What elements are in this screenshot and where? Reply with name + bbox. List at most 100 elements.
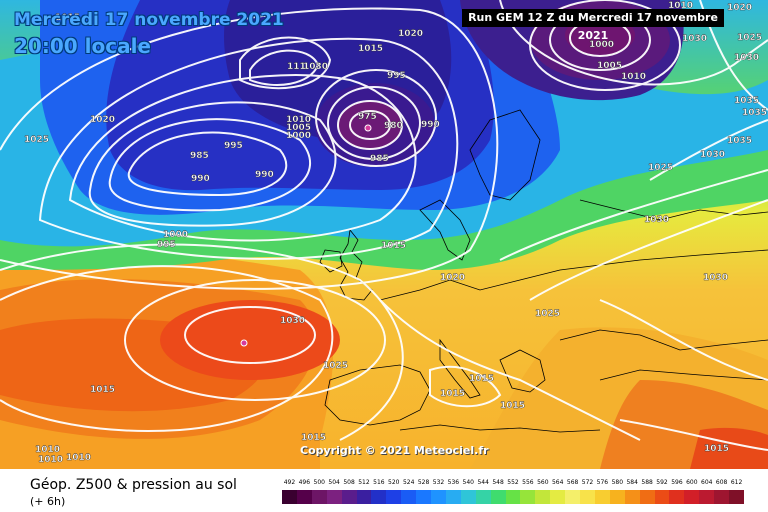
scale-tick-label: 524: [402, 479, 415, 486]
scale-swatch: [386, 490, 402, 504]
isobar-label: 990: [421, 120, 440, 130]
scale-swatch: [356, 490, 372, 504]
isobar-label: 1010: [621, 72, 646, 82]
isobar-label: 1015: [500, 401, 525, 411]
isobar-label: 1015: [90, 385, 115, 395]
scale-swatch: [326, 490, 343, 504]
isobar-label: 1005: [286, 123, 311, 133]
isobar-label: 1025: [24, 135, 49, 145]
scale-swatch: [565, 490, 581, 504]
scale-tick-label: 492: [283, 479, 296, 486]
scale-swatch: [520, 490, 536, 504]
scale-swatch: [609, 490, 626, 504]
isobar-label: 1010: [66, 453, 91, 463]
scale-swatch: [654, 490, 670, 504]
low-pressure-north-core: [338, 101, 402, 149]
scale-swatch: [594, 490, 611, 504]
isobar-label: 1030: [734, 53, 759, 63]
isobar-label: 111: [287, 62, 306, 72]
scale-swatch: [729, 490, 745, 504]
scale-swatch: [341, 490, 357, 504]
scale-tick-label: 608: [715, 479, 728, 486]
high-low-markers: [240, 124, 372, 347]
scale-tick-label: 548: [492, 479, 504, 486]
isobar-label: 1035: [742, 108, 767, 118]
isobar-label: 1015: [381, 241, 406, 251]
scale-tick-label: 576: [596, 479, 609, 486]
isobar-label: 1030: [303, 62, 328, 72]
scale-tick-label: 596: [671, 479, 683, 486]
scale-tick-label: 536: [447, 479, 460, 486]
high-pressure-center: [160, 300, 340, 380]
isobar-label: 995: [224, 141, 243, 151]
scale-tick-label: 512: [358, 479, 370, 486]
scale-swatch: [371, 490, 387, 504]
scale-swatch: [714, 490, 730, 504]
scale-swatch: [639, 490, 656, 504]
isobar-label: 1005: [597, 61, 622, 71]
scale-swatch: [550, 490, 566, 504]
isobar-label: 990: [191, 174, 210, 184]
scale-tick-label: 504: [328, 479, 340, 486]
isobar-label: 1000: [163, 230, 188, 240]
scale-swatch: [282, 490, 298, 504]
scale-swatch: [475, 490, 492, 504]
isobar-label: 1015: [55, 13, 80, 23]
isobar-label: 1030: [703, 273, 728, 283]
scale-swatch: [535, 490, 551, 504]
forecast-date: Mercredi 17 novembre 2021: [14, 10, 284, 30]
scale-tick-label: 520: [388, 479, 400, 486]
scale-swatch: [699, 490, 715, 504]
isobar-label: 1025: [648, 163, 673, 173]
scale-tick-label: 516: [373, 479, 385, 486]
isobar-label: 1030: [682, 34, 707, 44]
isobar-label: 1015: [301, 433, 326, 443]
scale-tick-label: 560: [537, 479, 549, 486]
model-run-banner: Run GEM 12 Z du Mercredi 17 novembre 202…: [462, 9, 724, 42]
isobar-label: 985: [190, 151, 209, 161]
isobar-label: 1035: [727, 136, 752, 146]
color-scale-bar: [282, 490, 745, 504]
copyright-text: Copyright © 2021 Meteociel.fr: [300, 444, 489, 457]
scale-swatch: [416, 490, 432, 504]
isobar-label: 1015: [704, 444, 729, 454]
scale-tick-label: 544: [477, 479, 489, 486]
scale-swatch: [296, 490, 313, 504]
scale-tick-label: 604: [701, 479, 713, 486]
scale-swatch: [460, 490, 477, 504]
scale-tick-label: 552: [507, 479, 519, 486]
isobar-label: 980: [384, 121, 403, 131]
scale-tick-label: 592: [656, 479, 668, 486]
scale-tick-label: 508: [343, 479, 355, 486]
isobar-label: 1030: [644, 215, 669, 225]
scale-tick-label: 500: [313, 479, 325, 486]
scale-swatch: [431, 490, 447, 504]
scale-swatch: [624, 490, 641, 504]
color-scale-labels: 492 496 500 504 508 512 516 520 524 528 532 536 540 5…: [282, 479, 744, 489]
isobar-label: 1020: [398, 29, 423, 39]
scale-tick-label: 572: [581, 479, 594, 486]
isobar-label: 1010: [668, 1, 693, 11]
scale-swatch: [311, 490, 328, 504]
isobar-label: 990: [255, 170, 274, 180]
isobar-label: 985: [370, 154, 389, 164]
isobar-label: 1015: [440, 389, 465, 399]
isobar-label: 1010: [286, 115, 311, 125]
isobar-label: 975: [358, 112, 377, 122]
isobar-label: 1025: [323, 361, 348, 371]
isobar-label: 1015: [469, 374, 494, 384]
forecast-time: 20:00 locale: [14, 34, 151, 58]
isobar-label: 1020: [440, 273, 465, 283]
isobar-label: 1030: [280, 316, 305, 326]
coastlines: [319, 109, 768, 433]
scale-tick-label: 556: [522, 479, 534, 486]
scale-swatch: [684, 490, 700, 504]
scale-swatch: [505, 490, 521, 504]
scale-tick-label: 568: [566, 479, 579, 486]
scale-tick-label: 588: [641, 479, 653, 486]
scale-tick-label: 528: [417, 479, 430, 486]
isobar-label: 1025: [737, 33, 762, 43]
